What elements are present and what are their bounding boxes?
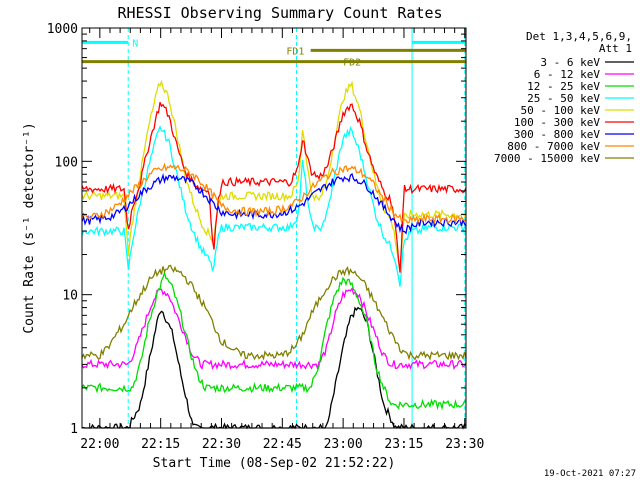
legend-label-8: 7000 - 15000 keV bbox=[494, 152, 600, 165]
annotation-bars: N FD1 FD2 bbox=[82, 38, 466, 69]
legend-title-1: Att 1 bbox=[599, 42, 632, 55]
y-tick-label-2: 100 bbox=[55, 155, 78, 170]
annotation-label-0: N bbox=[132, 38, 138, 49]
footer-timestamp: 19-Oct-2021 07:27 bbox=[544, 469, 636, 479]
y-tick-label-1: 10 bbox=[62, 289, 78, 304]
series-line-5 bbox=[81, 101, 467, 273]
x-tick-label-5: 23:15 bbox=[384, 437, 423, 452]
x-axis: 22:00 22:15 22:30 22:45 23:00 23:15 23:30 bbox=[80, 28, 484, 452]
legend-label-6: 300 - 800 keV bbox=[514, 128, 600, 141]
chart-title: RHESSI Observing Summary Count Rates bbox=[117, 4, 442, 22]
x-axis-label: Start Time (08-Sep-02 21:52:22) bbox=[153, 456, 396, 471]
x-tick-label-1: 22:15 bbox=[141, 437, 180, 452]
legend-label-1: 6 - 12 keV bbox=[534, 68, 601, 81]
x-tick-label-3: 22:45 bbox=[263, 437, 302, 452]
y-tick-label-0: 1 bbox=[70, 422, 78, 437]
x-tick-label-0: 22:00 bbox=[80, 437, 119, 452]
x-tick-label-4: 23:00 bbox=[324, 437, 363, 452]
series-line-2 bbox=[81, 270, 467, 411]
plot-frame bbox=[81, 27, 467, 429]
y-axis-label: Count Rate (s⁻¹ detector⁻¹) bbox=[22, 122, 37, 333]
series-line-1 bbox=[81, 287, 467, 371]
x-tick-label-2: 22:30 bbox=[202, 437, 241, 452]
series-line-8 bbox=[81, 264, 467, 361]
series-line-7 bbox=[81, 162, 467, 225]
series-lines bbox=[81, 79, 467, 430]
legend-title-0: Det 1,3,4,5,6,9, bbox=[526, 30, 632, 43]
series-line-0 bbox=[81, 306, 467, 430]
series-line-4 bbox=[81, 79, 467, 271]
annotation-label-2: FD2 bbox=[343, 58, 361, 69]
legend-label-3: 25 - 50 keV bbox=[527, 92, 600, 105]
y-tick-label-3: 1000 bbox=[47, 22, 78, 37]
legend-label-5: 100 - 300 keV bbox=[514, 116, 600, 129]
series-line-3 bbox=[81, 125, 467, 287]
y-axis: 1 10 100 1000 bbox=[47, 22, 466, 437]
legend-label-0: 3 - 6 keV bbox=[540, 56, 600, 69]
legend-label-4: 50 - 100 keV bbox=[521, 104, 601, 117]
annotation-label-1: FD1 bbox=[286, 46, 304, 57]
legend-label-7: 800 - 7000 keV bbox=[507, 140, 600, 153]
legend-label-2: 12 - 25 keV bbox=[527, 80, 600, 93]
x-tick-label-6: 23:30 bbox=[445, 437, 484, 452]
